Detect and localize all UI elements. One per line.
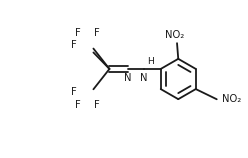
Text: NO₂: NO₂ bbox=[165, 30, 184, 40]
Text: F: F bbox=[71, 87, 77, 97]
Text: F: F bbox=[94, 100, 100, 110]
Text: N: N bbox=[140, 73, 148, 82]
Text: F: F bbox=[74, 28, 80, 38]
Text: NO₂: NO₂ bbox=[222, 94, 241, 104]
Text: N: N bbox=[124, 73, 132, 82]
Text: F: F bbox=[71, 40, 77, 50]
Text: H: H bbox=[147, 57, 154, 66]
Text: F: F bbox=[94, 28, 100, 38]
Text: F: F bbox=[74, 100, 80, 110]
